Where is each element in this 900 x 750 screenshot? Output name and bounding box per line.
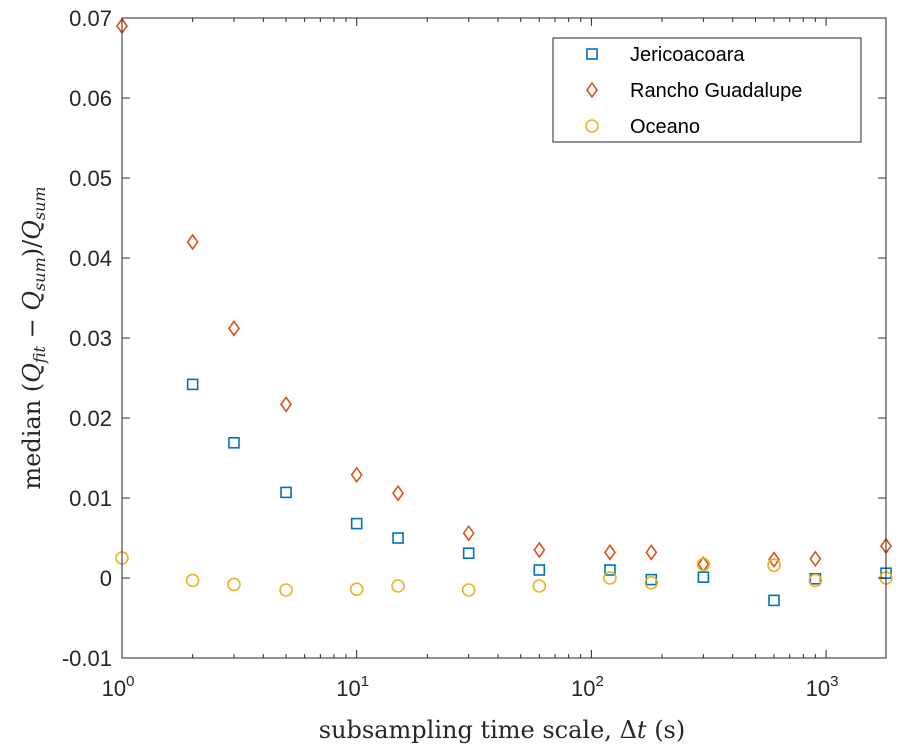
data-point: [228, 436, 240, 449]
data-point: [809, 550, 822, 568]
data-point: [645, 544, 658, 561]
data-point: [280, 486, 292, 499]
x-tick-label: 102: [571, 673, 604, 701]
legend-box: [552, 37, 862, 143]
data-point: [350, 466, 363, 484]
y-tick-label: 0.02: [69, 406, 112, 431]
data-point: [604, 564, 616, 576]
data-point: [227, 320, 240, 337]
legend-item: Rancho Guadalupe: [586, 80, 802, 102]
legend-marker-diamond: [586, 81, 598, 99]
data-point: [391, 579, 405, 593]
series-rancho-guadalupe: [116, 17, 892, 573]
data-point: [350, 517, 363, 530]
data-point: [462, 524, 475, 542]
data-point: [603, 544, 616, 561]
data-point: [767, 558, 781, 573]
legend-label: Jericoacoara: [630, 44, 745, 66]
y-tick-label: 0.07: [69, 6, 112, 31]
data-point: [349, 582, 364, 597]
data-point: [603, 571, 617, 585]
data-point: [462, 547, 475, 560]
data-point: [186, 233, 199, 251]
x-tick-label: 100: [102, 673, 135, 701]
y-axis-label: median (Qfit − Qsum)/Qsum: [18, 186, 49, 489]
legend-marker-circle: [585, 119, 599, 133]
data-point: [279, 583, 293, 597]
data-point: [227, 577, 241, 592]
legend-label: Rancho Guadalupe: [630, 80, 802, 102]
y-tick-label: 0.04: [69, 246, 112, 271]
data-point: [808, 573, 823, 588]
y-tick-label: 0.05: [69, 166, 112, 191]
y-tick-label: 0.03: [69, 326, 112, 351]
data-point: [533, 564, 546, 576]
data-point: [392, 532, 404, 544]
data-point: [392, 484, 405, 502]
data-point: [768, 594, 780, 607]
legend-item: Jericoacoara: [586, 44, 745, 66]
y-tick-label: 0.01: [69, 486, 112, 511]
legend-label: Oceano: [630, 116, 700, 138]
data-point: [768, 551, 781, 568]
data-point: [533, 541, 546, 559]
x-tick-label: 101: [336, 673, 369, 701]
y-tick-label: 0: [100, 566, 112, 591]
data-point: [280, 396, 293, 413]
x-tick-label: 103: [806, 673, 839, 701]
series-oceano: [115, 551, 893, 597]
legend-marker-square: [586, 48, 598, 60]
legend-item: Oceano: [585, 116, 700, 138]
data-point: [185, 573, 200, 588]
legend: Jericoacoara Rancho Guadalupe Oceano: [552, 37, 862, 143]
data-point: [696, 557, 711, 572]
x-axis-label: subsampling time scale, Δt (s): [319, 716, 685, 744]
data-point: [697, 556, 710, 573]
data-point: [644, 575, 659, 590]
y-tick-label: -0.01: [62, 646, 112, 671]
data-point: [532, 579, 547, 593]
data-point: [461, 583, 476, 597]
y-tick-label: 0.06: [69, 86, 112, 111]
data-point: [186, 378, 199, 391]
